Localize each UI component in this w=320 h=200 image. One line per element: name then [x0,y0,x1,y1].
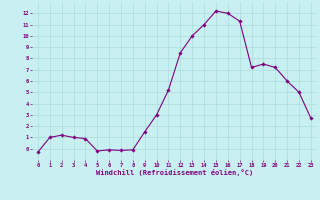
X-axis label: Windchill (Refroidissement éolien,°C): Windchill (Refroidissement éolien,°C) [96,169,253,176]
